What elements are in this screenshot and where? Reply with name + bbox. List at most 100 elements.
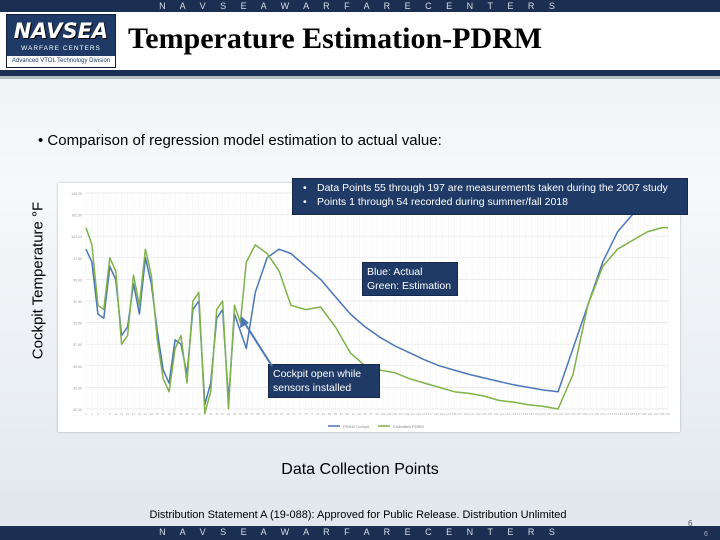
x-tick-label: 65 bbox=[274, 412, 278, 416]
x-tick-label: 149 bbox=[523, 412, 528, 416]
x-tick-label: 145 bbox=[511, 412, 516, 416]
x-tick-label: 157 bbox=[547, 412, 552, 416]
x-tick-label: 185 bbox=[630, 412, 635, 416]
logo-strip: Advanced VTOL Technology Division bbox=[7, 56, 115, 67]
x-tick-label: 93 bbox=[358, 412, 362, 416]
x-tick-label: 91 bbox=[352, 412, 356, 416]
x-tick-label: 89 bbox=[346, 412, 350, 416]
legend-entry-actual: PDRM Cockpit bbox=[343, 424, 370, 429]
x-tick-label: 123 bbox=[446, 412, 451, 416]
header-rule bbox=[0, 70, 720, 76]
top-banner: N A V S E A W A R F A R E C E N T E R S bbox=[0, 0, 720, 12]
cockpit-note-line-1: Cockpit open while bbox=[273, 368, 362, 380]
legend-callout: Blue: Actual Green: Estimation bbox=[362, 262, 458, 296]
x-tick-label: 101 bbox=[380, 412, 385, 416]
x-tick-label: 33 bbox=[179, 412, 183, 416]
x-tick-label: 27 bbox=[162, 412, 166, 416]
x-tick-label: 177 bbox=[606, 412, 611, 416]
y-tick-label: 102.50 bbox=[71, 214, 82, 218]
x-tick-label: 69 bbox=[286, 412, 290, 416]
temperature-chart: 80.00 82.50 85.00 87.50 90.00 92.50 95.00 97.50… bbox=[71, 192, 671, 429]
x-tick-label: 113 bbox=[416, 412, 421, 416]
y-tick-label: 90.00 bbox=[73, 322, 82, 326]
series-actual-line bbox=[85, 202, 668, 406]
x-tick-label: 193 bbox=[654, 412, 659, 416]
x-tick-label: 151 bbox=[529, 412, 534, 416]
page-title: Temperature Estimation-PDRM bbox=[128, 22, 543, 55]
x-tick-label: 135 bbox=[481, 412, 486, 416]
y-tick-label: 80.00 bbox=[73, 408, 82, 412]
x-tick-label: 179 bbox=[612, 412, 617, 416]
x-tick-label: 77 bbox=[310, 412, 314, 416]
x-tick-label: 9 bbox=[109, 412, 111, 416]
legend-entry-estimation: Estimated PDRM bbox=[393, 424, 424, 429]
x-tick-label: 43 bbox=[209, 412, 213, 416]
x-tick-label: 73 bbox=[298, 412, 302, 416]
x-tick-label: 115 bbox=[422, 412, 427, 416]
x-tick-label: 47 bbox=[221, 412, 225, 416]
x-tick-label: 99 bbox=[375, 412, 379, 416]
x-tick-label: 103 bbox=[386, 412, 391, 416]
x-tick-label: 31 bbox=[173, 412, 177, 416]
series-estimation-line bbox=[85, 226, 668, 415]
x-tick-label: 21 bbox=[144, 412, 148, 416]
x-tick-label: 67 bbox=[280, 412, 284, 416]
x-tick-label: 79 bbox=[316, 412, 320, 416]
y-tick-label: 82.50 bbox=[73, 386, 82, 390]
x-tick-label: 25 bbox=[156, 412, 160, 416]
header bbox=[0, 12, 720, 70]
x-tick-label: 147 bbox=[517, 412, 522, 416]
x-tick-label: 107 bbox=[398, 412, 403, 416]
x-tick-label: 49 bbox=[227, 412, 231, 416]
x-tick-label: 175 bbox=[600, 412, 605, 416]
x-tick-label: 109 bbox=[404, 412, 409, 416]
x-tick-label: 153 bbox=[535, 412, 540, 416]
header-rule-accent bbox=[0, 76, 720, 79]
x-tick-label: 15 bbox=[126, 412, 130, 416]
logo-main-text: NAVSEA bbox=[13, 19, 109, 43]
top-banner-text: N A V S E A W A R F A R E C E N T E R S bbox=[159, 1, 561, 11]
x-tick-label: 105 bbox=[392, 412, 397, 416]
x-tick-label: 171 bbox=[588, 412, 593, 416]
x-tick-label: 83 bbox=[328, 412, 332, 416]
x-tick-label: 133 bbox=[475, 412, 480, 416]
points-note-line-2: Points 1 through 54 recorded during summ… bbox=[297, 195, 683, 209]
x-tick-label: 37 bbox=[191, 412, 195, 416]
y-tick-label: 100.00 bbox=[71, 235, 82, 239]
x-tick-label: 19 bbox=[138, 412, 142, 416]
logo-sub-text: WARFARE CENTERS bbox=[21, 45, 101, 52]
y-axis-label: Cockpit Temperature °F bbox=[29, 201, 47, 360]
x-tick-label: 39 bbox=[197, 412, 201, 416]
x-tick-label: 53 bbox=[239, 412, 243, 416]
legend-estimation-label: Green: Estimation bbox=[367, 280, 452, 292]
x-tick-label: 163 bbox=[565, 412, 570, 416]
x-tick-label: 161 bbox=[559, 412, 564, 416]
x-tick-label: 155 bbox=[541, 412, 546, 416]
x-tick-label: 17 bbox=[132, 412, 136, 416]
x-tick-label: 195 bbox=[660, 412, 665, 416]
x-tick-label: 127 bbox=[458, 412, 463, 416]
y-tick-label: 92.50 bbox=[73, 300, 82, 304]
x-tick-label: 159 bbox=[553, 412, 558, 416]
x-tick-label: 81 bbox=[322, 412, 326, 416]
x-tick-label: 75 bbox=[304, 412, 308, 416]
x-tick-label: 197 bbox=[665, 412, 670, 416]
x-tick-label: 125 bbox=[452, 412, 457, 416]
cockpit-callout: Cockpit open while sensors installed bbox=[268, 364, 380, 398]
x-tick-label: 121 bbox=[440, 412, 445, 416]
points-note-line-1: Data Points 55 through 197 are measureme… bbox=[297, 181, 683, 195]
x-tick-label: 191 bbox=[648, 412, 653, 416]
navsea-logo: NAVSEA WARFARE CENTERS Advanced VTOL Tec… bbox=[6, 14, 116, 68]
x-tick-label: 63 bbox=[268, 412, 272, 416]
x-tick-label: 71 bbox=[292, 412, 296, 416]
x-tick-label: 169 bbox=[582, 412, 587, 416]
x-tick-label: 165 bbox=[570, 412, 575, 416]
x-tick-label: 187 bbox=[636, 412, 641, 416]
x-tick-label: 141 bbox=[499, 412, 504, 416]
logo-tag-text: Advanced VTOL Technology Division bbox=[11, 58, 111, 64]
x-tick-label: 29 bbox=[167, 412, 171, 416]
legend-actual-label: Blue: Actual bbox=[367, 266, 423, 278]
x-tick-label: 45 bbox=[215, 412, 219, 416]
x-tick-label: 137 bbox=[487, 412, 492, 416]
x-tick-label: 57 bbox=[251, 412, 255, 416]
